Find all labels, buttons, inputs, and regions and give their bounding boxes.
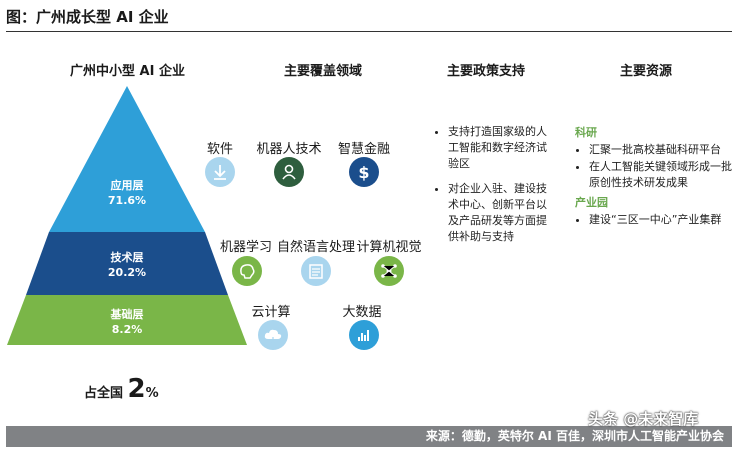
brain-icon xyxy=(232,256,262,286)
pyramid-bottom-label: 基础层 8.2% xyxy=(92,307,162,337)
top-layer-pct: 71.6% xyxy=(107,194,147,207)
domain-nlp-label: 自然语言处理 xyxy=(276,240,355,255)
top-layer-name: 应用层 xyxy=(110,179,144,192)
domain-finance-label: 智慧金融 xyxy=(337,142,390,157)
policy-item: 支持打造国家级的人工智能和数字经济试验区 xyxy=(448,124,550,172)
domain-cv-label: 计算机视觉 xyxy=(356,240,422,255)
national-share: 占全国 2% xyxy=(84,374,159,404)
pyramid-middle-layer xyxy=(26,232,228,295)
industrial-heading: 产业园 xyxy=(575,196,608,209)
policy-heading: 主要政策支持 xyxy=(447,64,526,79)
domain-robotics-label: 机器人技术 xyxy=(256,142,322,157)
pyramid-diagram xyxy=(7,86,247,345)
pyramid-bottom-layer xyxy=(7,295,247,345)
industrial-item: 建设“三区一中心”产业集群 xyxy=(589,212,733,228)
pyramid-title: 广州中小型 AI 企业 xyxy=(70,64,185,79)
resources-panel: 科研 汇聚一批高校基础科研平台 在人工智能关键领域形成一批原创性技术研发成果 产… xyxy=(575,124,733,237)
research-item: 汇聚一批高校基础科研平台 xyxy=(589,142,733,158)
bottom-layer-name: 基础层 xyxy=(110,308,144,321)
research-list: 汇聚一批高校基础科研平台 在人工智能关键领域形成一批原创性技术研发成果 xyxy=(575,142,733,191)
person-icon xyxy=(274,157,304,187)
research-item: 在人工智能关键领域形成一批原创性技术研发成果 xyxy=(589,159,733,191)
bottom-layer-pct: 8.2% xyxy=(111,323,143,336)
share-unit: % xyxy=(145,386,159,401)
domain-bigdata-label: 大数据 xyxy=(342,305,382,320)
download-icon xyxy=(205,157,235,187)
pyramid-middle-label: 技术层 20.2% xyxy=(92,250,162,280)
svg-text:$: $ xyxy=(358,163,369,182)
watermark: 头条 @未来智库 xyxy=(588,410,699,428)
bar-chart-icon xyxy=(349,320,379,350)
pyramid-top-layer xyxy=(49,86,205,232)
source-text: 来源：德勤，英特尔 AI 百佳，深圳市人工智能产业协会 xyxy=(425,429,724,443)
title-divider xyxy=(6,31,732,32)
policy-list: 支持打造国家级的人工智能和数字经济试验区 对企业入驻、建设技术中心、创新平台以及… xyxy=(434,124,550,254)
pyramid-top-label: 应用层 71.6% xyxy=(92,178,162,208)
resources-heading: 主要资源 xyxy=(620,64,673,79)
share-number: 2 xyxy=(127,374,146,404)
network-icon xyxy=(374,256,404,286)
source-footer: 来源：德勤，英特尔 AI 百佳，深圳市人工智能产业协会 xyxy=(6,426,732,447)
domain-software-label: 软件 xyxy=(206,142,233,157)
middle-layer-name: 技术层 xyxy=(110,251,144,264)
figure-title: 图：广州成长型 AI 企业 xyxy=(6,8,169,26)
middle-layer-pct: 20.2% xyxy=(107,266,147,279)
share-prefix: 占全国 xyxy=(84,386,124,401)
research-heading: 科研 xyxy=(575,126,597,139)
dollar-icon: $ xyxy=(349,157,379,187)
cloud-icon xyxy=(258,320,288,350)
policy-item: 对企业入驻、建设技术中心、创新平台以及产品研发等方面提供补助与支持 xyxy=(448,181,550,245)
domain-ml-label: 机器学习 xyxy=(219,240,272,255)
domains-heading: 主要覆盖领域 xyxy=(284,64,363,79)
domain-cloud-label: 云计算 xyxy=(251,305,291,320)
document-icon xyxy=(301,256,331,286)
industrial-list: 建设“三区一中心”产业集群 xyxy=(575,212,733,228)
